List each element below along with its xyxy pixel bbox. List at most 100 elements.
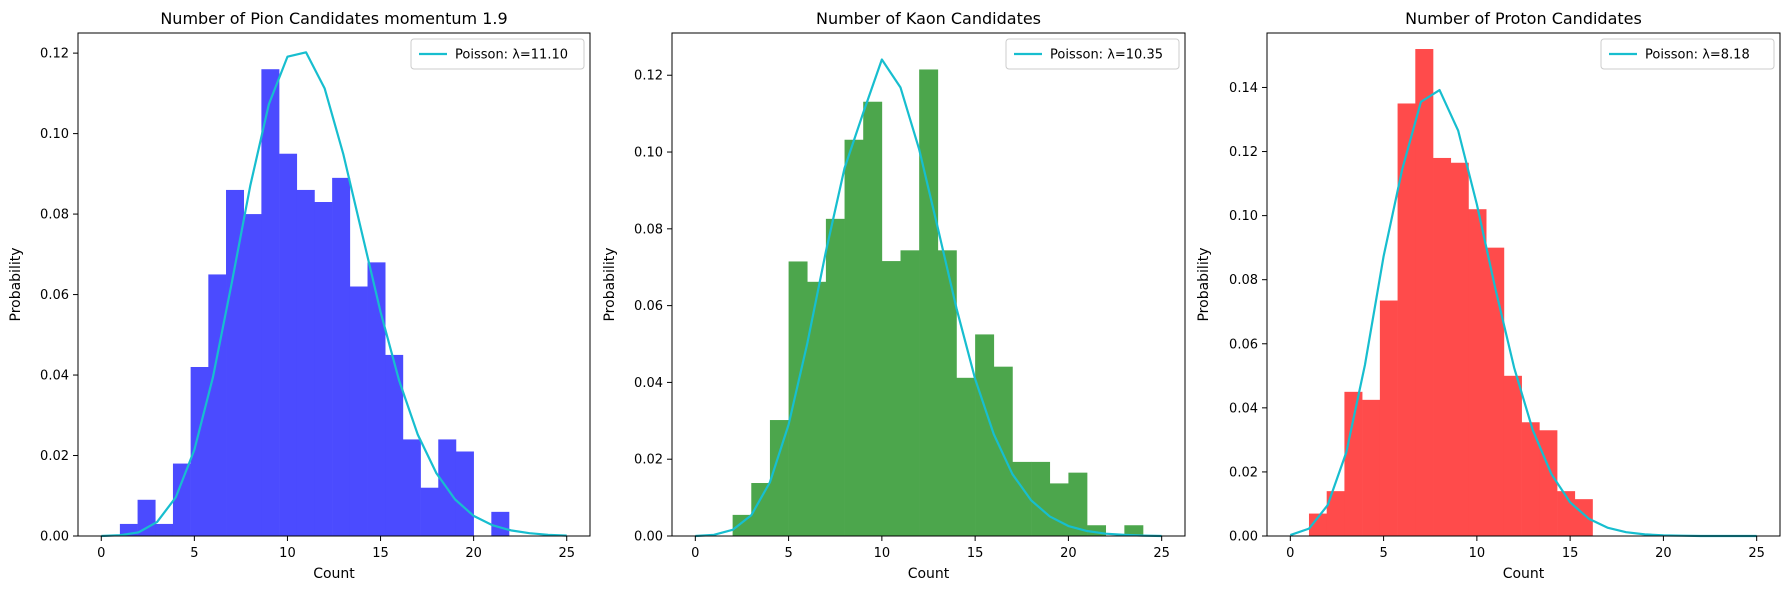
y-axis-label: Probability xyxy=(8,247,24,321)
histogram-bar xyxy=(243,214,262,536)
x-tick-label: 15 xyxy=(1562,546,1579,561)
histogram-bar xyxy=(956,377,976,536)
y-tick-label: 0.06 xyxy=(1229,337,1258,352)
legend-label: Poisson: λ=11.10 xyxy=(455,48,568,63)
legend-box xyxy=(1005,38,1180,70)
histogram-bar xyxy=(402,439,421,536)
x-tick-label: 10 xyxy=(279,546,296,561)
x-tick-label: 0 xyxy=(97,546,105,561)
histogram-bar xyxy=(314,202,333,536)
histogram-bar xyxy=(261,69,280,536)
y-tick-label: 0.08 xyxy=(634,222,663,237)
chart-panel-2: 0 5 10 15 20 25 0.00 0.02 0.04 0.06 0.08 0.10 0.12 Nu… xyxy=(602,9,1186,582)
x-tick-label: 10 xyxy=(1469,546,1486,561)
histogram-bar xyxy=(385,354,404,536)
x-axis-label: Count xyxy=(908,566,950,582)
x-tick-label: 20 xyxy=(1060,546,1077,561)
histogram-bar xyxy=(1468,209,1487,536)
histogram-bar xyxy=(332,177,351,536)
histogram-bar xyxy=(844,139,864,536)
y-tick-label: 0.02 xyxy=(40,449,69,464)
histogram-bar xyxy=(1012,461,1032,536)
y-tick-label: 0.12 xyxy=(634,69,663,84)
x-tick-label: 15 xyxy=(967,546,984,561)
histogram-bar xyxy=(420,487,439,536)
x-axis-label: Count xyxy=(313,566,355,582)
histogram-bar xyxy=(769,420,789,536)
y-tick-label: 0.02 xyxy=(1229,465,1258,480)
chart-panel-1: 0 5 10 15 20 25 0.00 0.02 0.04 0.06 0.08 0.10 0.12 Nu… xyxy=(8,9,591,582)
x-tick-label: 5 xyxy=(784,546,792,561)
y-tick-label: 0.12 xyxy=(40,47,69,62)
histogram-bar xyxy=(881,261,901,536)
histogram-bar xyxy=(1344,391,1363,536)
histogram-bar xyxy=(296,189,315,536)
legend: Poisson: λ=10.35 xyxy=(1005,38,1180,70)
y-tick-label: 0.12 xyxy=(1229,145,1258,160)
y-tick-label: 0.02 xyxy=(634,453,663,468)
x-tick-label: 25 xyxy=(558,546,575,561)
x-tick-label: 15 xyxy=(372,546,389,561)
y-tick-label: 0.04 xyxy=(40,369,69,384)
histogram-bar xyxy=(1521,422,1540,536)
histogram-bar xyxy=(1031,461,1051,536)
histogram-bar xyxy=(155,523,174,536)
histogram-bar xyxy=(825,218,845,536)
histogram-bar xyxy=(491,511,510,536)
histogram-bar xyxy=(208,274,227,536)
y-tick-label: 0.04 xyxy=(1229,401,1258,416)
chart-panel-3: 0 5 10 15 20 25 0.00 0.02 0.04 0.06 0.08 0.10 0.12 0.… xyxy=(1196,9,1781,582)
histogram-bar xyxy=(455,451,474,536)
x-tick-label: 20 xyxy=(1655,546,1672,561)
histogram-bar xyxy=(1124,525,1144,536)
histogram-bar xyxy=(993,366,1013,536)
x-tick-label: 0 xyxy=(1286,546,1294,561)
x-tick-label: 25 xyxy=(1748,546,1765,561)
legend-label: Poisson: λ=8.18 xyxy=(1645,48,1750,63)
y-tick-label: 0.06 xyxy=(634,299,663,314)
histogram-bar xyxy=(732,514,752,536)
histogram-bar xyxy=(900,250,920,536)
y-tick-label: 0.08 xyxy=(1229,273,1258,288)
chart-title: Number of Proton Candidates xyxy=(1405,9,1642,28)
histogram-bar xyxy=(1068,472,1088,536)
axes-frame xyxy=(671,32,1186,537)
histogram-bar xyxy=(1049,483,1069,536)
histogram-bar xyxy=(751,483,771,536)
histogram-bar xyxy=(1379,300,1398,536)
histogram-bar xyxy=(172,463,191,536)
histogram-bar xyxy=(1087,525,1107,536)
histogram-bar xyxy=(863,101,883,537)
histogram-bar xyxy=(937,250,957,536)
x-tick-label: 20 xyxy=(465,546,482,561)
axes-frame xyxy=(77,32,591,537)
chart-title: Number of Kaon Candidates xyxy=(816,9,1041,28)
histogram-bar xyxy=(1362,399,1381,536)
histogram-bar xyxy=(1415,49,1434,537)
histogram-bar xyxy=(1397,103,1416,537)
histogram-bar xyxy=(1450,162,1469,537)
x-axis-label: Count xyxy=(1503,566,1545,582)
x-tick-label: 10 xyxy=(874,546,891,561)
histogram-bar xyxy=(226,189,245,536)
y-tick-label: 0.10 xyxy=(1229,209,1258,224)
histogram-bar xyxy=(788,261,808,536)
histogram-bar xyxy=(279,153,298,536)
legend-box xyxy=(410,38,585,70)
legend: Poisson: λ=8.18 xyxy=(1600,38,1775,70)
y-tick-label: 0.00 xyxy=(634,530,663,545)
x-tick-label: 5 xyxy=(1379,546,1387,561)
y-tick-label: 0.10 xyxy=(634,146,663,161)
histogram-bar xyxy=(1503,375,1522,536)
histogram-bar xyxy=(975,334,995,536)
histogram-bar xyxy=(919,69,939,536)
poisson-line xyxy=(695,58,1162,538)
x-tick-label: 25 xyxy=(1153,546,1170,561)
histogram-bar xyxy=(1539,430,1558,536)
histogram-bar xyxy=(1308,513,1327,536)
chart-title: Number of Pion Candidates momentum 1.9 xyxy=(160,9,507,28)
x-tick-label: 5 xyxy=(190,546,198,561)
x-tick-label: 0 xyxy=(691,546,699,561)
histogram-bar xyxy=(807,281,827,536)
